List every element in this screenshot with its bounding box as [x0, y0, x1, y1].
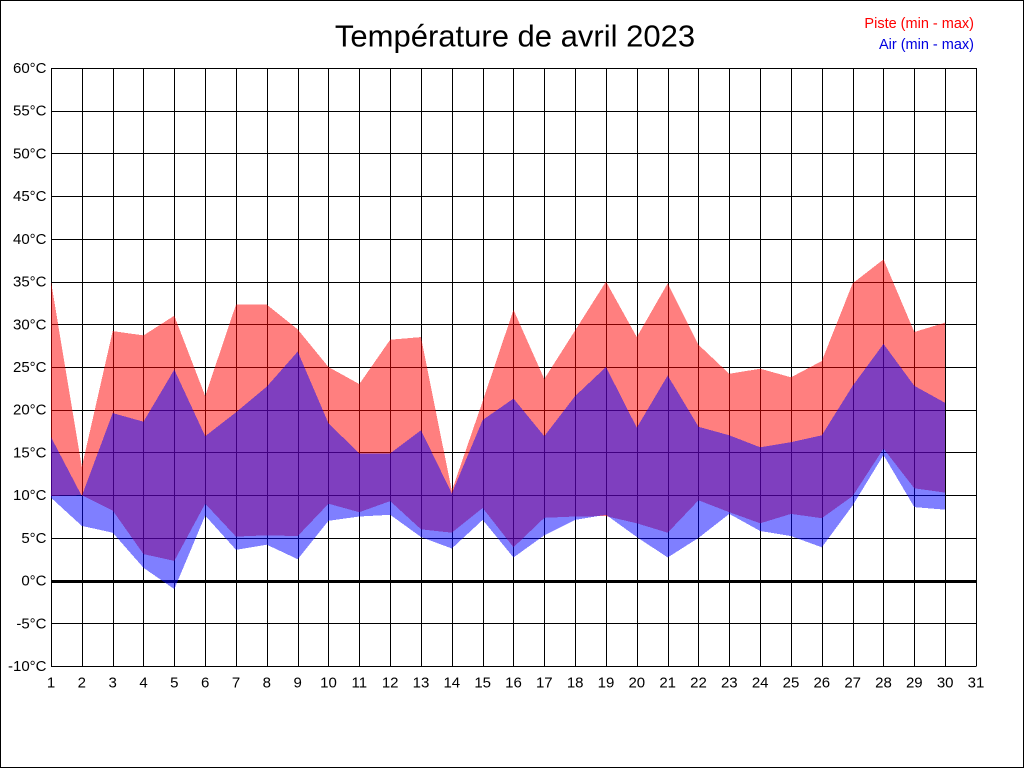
svg-text:30°C: 30°C: [13, 316, 47, 333]
svg-text:16: 16: [505, 675, 522, 692]
svg-text:Air (min - max): Air (min - max): [879, 37, 974, 53]
svg-text:26: 26: [813, 675, 830, 692]
svg-text:15°C: 15°C: [13, 444, 47, 461]
svg-text:14: 14: [443, 675, 460, 692]
svg-text:3: 3: [109, 675, 117, 692]
svg-text:-5°C: -5°C: [16, 615, 46, 632]
svg-text:5°C: 5°C: [21, 530, 46, 547]
svg-text:13: 13: [413, 675, 430, 692]
svg-text:11: 11: [352, 675, 368, 692]
svg-text:7: 7: [232, 675, 240, 692]
svg-text:10°C: 10°C: [13, 487, 47, 504]
svg-text:10: 10: [320, 675, 337, 692]
svg-text:18: 18: [567, 675, 584, 692]
svg-text:12: 12: [382, 675, 399, 692]
svg-text:25: 25: [783, 675, 800, 692]
svg-text:30: 30: [937, 675, 954, 692]
svg-text:35°C: 35°C: [13, 274, 47, 291]
svg-text:1: 1: [47, 675, 55, 692]
svg-text:28: 28: [875, 675, 892, 692]
svg-text:31: 31: [968, 675, 985, 692]
svg-text:25°C: 25°C: [13, 359, 47, 376]
svg-text:9: 9: [294, 675, 302, 692]
svg-text:60°C: 60°C: [13, 60, 47, 77]
svg-text:0°C: 0°C: [21, 573, 46, 590]
svg-text:6: 6: [201, 675, 209, 692]
svg-text:19: 19: [598, 675, 615, 692]
svg-text:55°C: 55°C: [13, 103, 47, 120]
svg-text:22: 22: [690, 675, 707, 692]
svg-text:4: 4: [139, 675, 147, 692]
svg-text:-10°C: -10°C: [8, 658, 47, 675]
svg-text:21: 21: [659, 675, 676, 692]
svg-text:23: 23: [721, 675, 738, 692]
svg-text:5: 5: [170, 675, 178, 692]
svg-text:8: 8: [263, 675, 271, 692]
svg-text:27: 27: [844, 675, 861, 692]
svg-text:24: 24: [752, 675, 769, 692]
svg-text:40°C: 40°C: [13, 231, 47, 248]
svg-text:45°C: 45°C: [13, 188, 47, 205]
svg-text:15: 15: [474, 675, 491, 692]
svg-text:17: 17: [536, 675, 553, 692]
svg-text:20: 20: [628, 675, 645, 692]
svg-text:Piste (min - max): Piste (min - max): [864, 16, 974, 32]
svg-text:29: 29: [906, 675, 923, 692]
svg-text:2: 2: [78, 675, 86, 692]
svg-text:Température de avril 2023: Température de avril 2023: [335, 19, 695, 54]
svg-text:50°C: 50°C: [13, 145, 47, 162]
svg-text:20°C: 20°C: [13, 402, 47, 419]
